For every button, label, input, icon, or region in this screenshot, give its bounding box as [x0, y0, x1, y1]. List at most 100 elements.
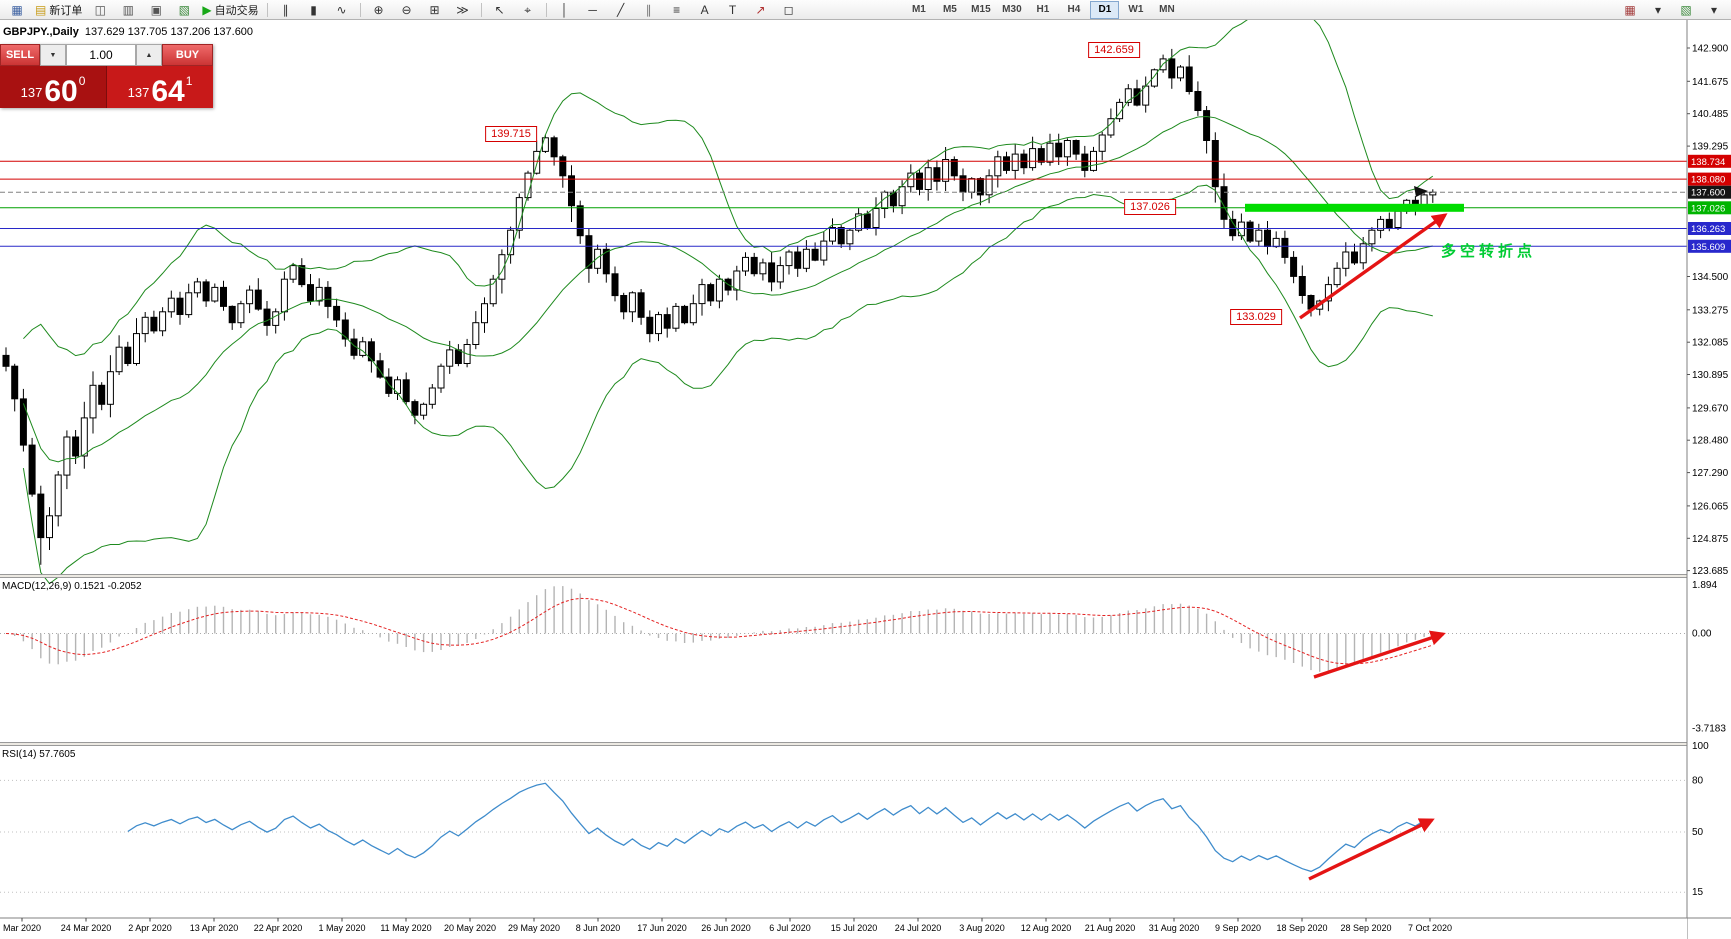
- chart-bars-button[interactable]: ∥: [272, 0, 300, 19]
- text-label-icon: T: [728, 2, 737, 17]
- auto-scroll-icon: ≫: [456, 2, 469, 17]
- macd-histogram: [13, 586, 1434, 672]
- chart-candles-button[interactable]: ▮: [300, 0, 328, 19]
- navigator-button[interactable]: ▣: [142, 0, 170, 19]
- trendline-button[interactable]: ╱: [607, 0, 635, 19]
- price-tick-label: 132.085: [1692, 338, 1729, 349]
- macd-panel[interactable]: [0, 578, 1687, 742]
- rsi-scale-label: 50: [1692, 827, 1704, 838]
- date-label: 1 May 2020: [318, 923, 365, 933]
- zoom-in-button[interactable]: ⊕: [365, 0, 393, 19]
- panel-separator[interactable]: [0, 574, 1731, 578]
- buy-button[interactable]: BUY: [162, 44, 213, 66]
- auto-trading-button[interactable]: ▶ 自动交易: [198, 0, 262, 19]
- text-label-button[interactable]: T: [719, 0, 747, 19]
- timeframe-m15-button[interactable]: M15: [971, 3, 991, 15]
- profiles-dropdown-button[interactable]: ▾: [1700, 0, 1728, 19]
- trendline-icon: ╱: [616, 2, 625, 17]
- auto-trading-label: 自动交易: [214, 4, 259, 17]
- new-chart-button[interactable]: ▦: [1616, 0, 1644, 19]
- tile-windows-button[interactable]: ⊞: [421, 0, 449, 19]
- chart-line-icon: ∿: [336, 2, 347, 17]
- sell-price-prefix: 137: [20, 85, 43, 100]
- date-label: 3 Aug 2020: [959, 923, 1005, 933]
- toolbar: ▦ ▤ 新订单 ◫ ▥ ▣ ▧ ▶ 自动交易 ∥ ▮ ∿ ⊕ ⊖ ⊞ ≫ ↖ ⌖ │ ─ ╱ ∥ ≡ A T ↗ ◻ M1 M5 M15…: [0, 0, 1731, 20]
- profiles-menu-button[interactable]: ▧: [1672, 0, 1700, 19]
- rsi-panel[interactable]: [0, 746, 1687, 918]
- date-label: 24 Jul 2020: [895, 923, 942, 933]
- horizontal-line-button[interactable]: ─: [579, 0, 607, 19]
- chart-line-button[interactable]: ∿: [328, 0, 356, 19]
- price-tick-label: 128.480: [1692, 436, 1729, 447]
- text-icon: A: [700, 2, 709, 17]
- timeframe-w1-button[interactable]: W1: [1128, 3, 1144, 15]
- timeframe-m1-button[interactable]: M1: [911, 3, 926, 15]
- svg-text:138.734: 138.734: [1691, 157, 1725, 168]
- key-level-price-label: [1688, 222, 1731, 235]
- date-label: 9 Sep 2020: [1215, 923, 1261, 933]
- fibonacci-button[interactable]: ≡: [663, 0, 691, 19]
- chart-window-button[interactable]: ▦: [3, 0, 31, 19]
- data-window-icon: ▥: [122, 2, 135, 17]
- sell-button[interactable]: SELL: [0, 44, 40, 66]
- date-label: 24 Mar 2020: [61, 923, 112, 933]
- support-zone-highlight[interactable]: [1245, 203, 1464, 212]
- timeframe-h1-button[interactable]: H1: [1036, 3, 1050, 15]
- channel-button[interactable]: ∥: [635, 0, 663, 19]
- date-label: 22 Apr 2020: [254, 923, 303, 933]
- timeframe-h4-button[interactable]: H4: [1067, 3, 1081, 15]
- tile-windows-icon: ⊞: [429, 2, 440, 17]
- sell-price-display[interactable]: 137 60 0: [0, 66, 107, 108]
- vertical-line-button[interactable]: │: [551, 0, 579, 19]
- new-order-button[interactable]: ▤ 新订单: [31, 0, 86, 19]
- date-label: 2 Apr 2020: [128, 923, 172, 933]
- panel-separator[interactable]: [0, 742, 1731, 746]
- terminal-button[interactable]: ▧: [170, 0, 198, 19]
- rsi-scale-label: 100: [1692, 741, 1709, 752]
- timeframe-m30-button[interactable]: M30: [1002, 3, 1022, 15]
- volume-down-button[interactable]: ▼: [40, 44, 66, 66]
- trend-arrow-main[interactable]: [1299, 213, 1448, 320]
- trend-arrow-rsi[interactable]: [1308, 818, 1435, 881]
- arrows-tool-button[interactable]: ↗: [747, 0, 775, 19]
- timeframe-toolbar: M1 M5 M15 M30 H1 H4 D1 W1 MN: [903, 0, 1182, 20]
- fibonacci-icon: ≡: [673, 2, 681, 17]
- date-axis[interactable]: [0, 918, 1687, 939]
- shapes-button[interactable]: ◻: [775, 0, 803, 19]
- arrow-marker[interactable]: [1414, 186, 1428, 197]
- buy-price-display[interactable]: 137 64 1: [107, 66, 213, 108]
- crosshair-button[interactable]: ⌖: [514, 0, 542, 19]
- price-tick-label: 127.290: [1692, 468, 1729, 479]
- buy-price-sup: 1: [185, 74, 193, 88]
- svg-text:136.263: 136.263: [1691, 224, 1725, 235]
- new-chart-dropdown-icon: ▾: [1654, 2, 1662, 17]
- rsi-line: [127, 782, 1433, 873]
- terminal-icon: ▧: [178, 2, 191, 17]
- key-level-price-label: [1688, 172, 1731, 186]
- date-label: 6 Jul 2020: [769, 923, 811, 933]
- auto-scroll-button[interactable]: ≫: [449, 0, 477, 19]
- timeframe-mn-button[interactable]: MN: [1159, 3, 1175, 15]
- auto-trading-icon: ▶: [202, 2, 212, 17]
- timeframe-m5-button[interactable]: M5: [942, 3, 957, 15]
- new-chart-dropdown-button[interactable]: ▾: [1644, 0, 1672, 19]
- date-label: 15 Jul 2020: [831, 923, 878, 933]
- chart-bars-icon: ∥: [282, 2, 289, 17]
- volume-input[interactable]: 1.00: [66, 44, 136, 66]
- zoom-out-button[interactable]: ⊖: [393, 0, 421, 19]
- key-level-price-label: [1688, 239, 1731, 253]
- market-watch-button[interactable]: ◫: [86, 0, 114, 19]
- macd-scale-min: -3.7183: [1692, 724, 1726, 735]
- timeframe-d1-button[interactable]: D1: [1090, 0, 1120, 19]
- navigator-icon: ▣: [150, 2, 163, 17]
- price-tick-label: 126.065: [1692, 501, 1729, 512]
- text-button[interactable]: A: [691, 0, 719, 19]
- cursor-button[interactable]: ↖: [486, 0, 514, 19]
- price-tick-label: 139.295: [1692, 142, 1729, 153]
- data-window-button[interactable]: ▥: [114, 0, 142, 19]
- trend-arrow-macd[interactable]: [1313, 630, 1446, 679]
- buy-price-big: 64: [151, 74, 185, 108]
- volume-up-button[interactable]: ▲: [136, 44, 162, 66]
- key-level-price-label: [1688, 154, 1731, 168]
